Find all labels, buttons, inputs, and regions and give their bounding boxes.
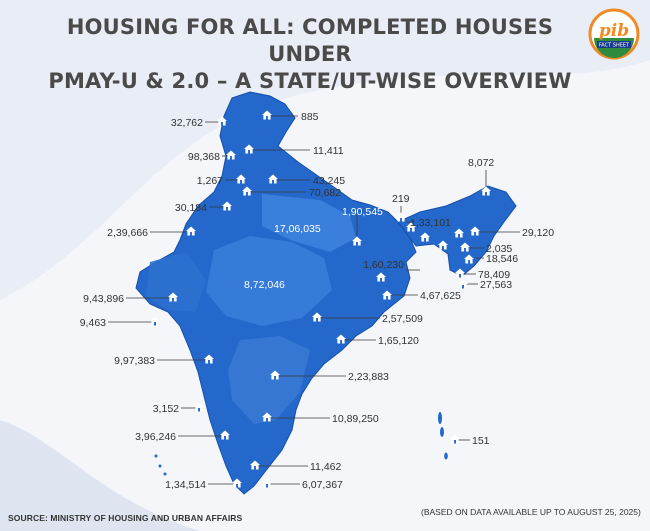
leader-lines [108, 115, 520, 485]
label-160230: 1,60,230 [363, 259, 404, 271]
label-151: 151 [472, 435, 490, 447]
pib-logo: pib FACT SHEET [588, 8, 640, 60]
source-note: SOURCE: MINISTRY OF HOUSING AND URBAN AF… [8, 513, 243, 523]
page-title: HOUSING FOR ALL: COMPLETED HOUSES UNDER … [40, 14, 580, 95]
data-date-note: (BASED ON DATA AVAILABLE UP TO AUGUST 25… [421, 507, 641, 517]
label-18546: 18,546 [486, 253, 518, 265]
house-icon [262, 478, 272, 488]
label-872046: 8,72,046 [244, 279, 285, 291]
label-11411: 11,411 [313, 145, 344, 157]
label-223883: 2,23,883 [348, 371, 389, 383]
house-icon [194, 402, 204, 412]
label-1706035: 17,06,035 [274, 223, 321, 235]
house-icon [450, 434, 460, 444]
logo-text: pib [599, 21, 629, 41]
label-607367: 6,07,367 [302, 479, 343, 491]
label-3152: 3,152 [153, 403, 179, 415]
title-line-2: PMAY-U & 2.0 – A STATE/UT-WISE OVERVIEW [48, 69, 572, 93]
label-2035: 2,035 [486, 243, 512, 255]
label-29120: 29,120 [522, 227, 554, 239]
label-239666: 2,39,666 [107, 227, 148, 239]
label-885: 885 [301, 111, 319, 123]
label-78409: 78,409 [478, 269, 510, 281]
andaman-islands [438, 412, 448, 460]
label-133101: 1,33,101 [410, 217, 451, 229]
label-98368: 98,368 [188, 151, 220, 163]
map-region-west [146, 252, 206, 312]
label-165120: 1,65,120 [378, 335, 419, 347]
map-region-north-plains [262, 194, 356, 252]
map-region-south [228, 336, 310, 424]
house-icon [458, 279, 468, 289]
label-32762: 32,762 [171, 117, 203, 129]
logo-subtext: FACT SHEET [599, 43, 630, 49]
label-27563: 27,563 [480, 279, 512, 291]
label-1267: 1,267 [197, 175, 223, 187]
label-396246: 3,96,246 [135, 431, 176, 443]
label-70682: 70,682 [309, 187, 341, 199]
label-219: 219 [392, 193, 410, 205]
house-icon [396, 212, 406, 222]
label-8072: 8,072 [468, 157, 494, 169]
house-icon [150, 316, 160, 326]
value-labels: 32,762 885 11,411 98,368 1,267 43,245 70… [80, 111, 555, 491]
map-region-central [206, 236, 332, 326]
label-190545: 1,90,545 [342, 206, 383, 218]
label-1089250: 10,89,250 [332, 413, 379, 425]
label-9463: 9,463 [80, 317, 106, 329]
label-11462: 11,462 [310, 461, 341, 473]
label-467625: 4,67,625 [420, 290, 461, 302]
label-43245: 43,245 [313, 175, 345, 187]
label-997383: 9,97,383 [114, 355, 155, 367]
title-line-1: HOUSING FOR ALL: COMPLETED HOUSES UNDER [66, 15, 554, 66]
label-30184: 30,184 [175, 202, 207, 214]
lakshadweep-islands [154, 454, 167, 476]
label-257509: 2,57,509 [382, 313, 423, 325]
label-134514: 1,34,514 [165, 479, 206, 491]
label-943896: 9,43,896 [83, 293, 124, 305]
